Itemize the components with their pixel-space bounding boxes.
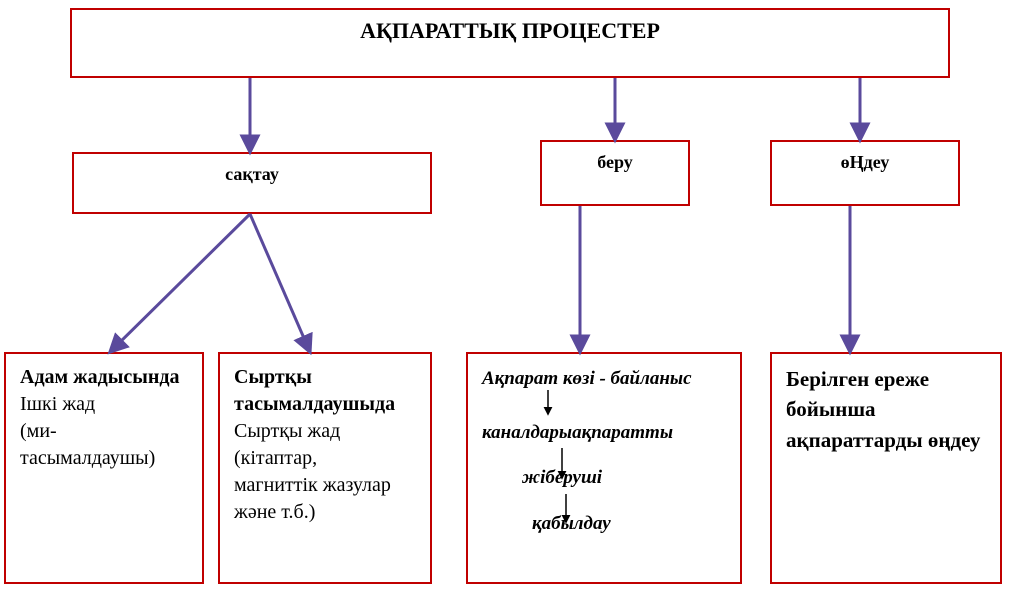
diagram-canvas: АҚПАРАТТЫҚ ПРОЦЕСТЕР сақтау беру өҢдеу А…: [0, 0, 1009, 590]
node-storage: сақтау: [72, 152, 432, 214]
storage-label: сақтау: [74, 154, 430, 185]
flow-line3: жіберуші: [482, 465, 754, 491]
leaf1-title: Адам жадысында: [20, 366, 180, 388]
leaf2-body: Сыртқы жад (кітаптар, магниттік жазулар …: [234, 420, 391, 523]
node-root: АҚПАРАТТЫҚ ПРОЦЕСТЕР: [70, 8, 950, 78]
transfer-label: беру: [542, 142, 688, 173]
node-processing: өҢдеу: [770, 140, 960, 206]
leaf2-title: Сыртқы тасымалдаушыда: [234, 366, 395, 415]
root-title: АҚПАРАТТЫҚ ПРОЦЕСТЕР: [72, 10, 948, 44]
leaf1-body: Ішкі жад (ми- тасымалдаушы): [20, 393, 155, 469]
node-human-memory: Адам жадысында Ішкі жад (ми- тасымалдауш…: [4, 352, 204, 584]
processing-label: өҢдеу: [772, 142, 958, 173]
node-transfer: беру: [540, 140, 690, 206]
node-external-carrier: Сыртқы тасымалдаушыда Сыртқы жад (кітапт…: [218, 352, 432, 584]
node-transfer-flow: Ақпарат көзі - байланыс каналдарыақпарат…: [466, 352, 742, 584]
leaf4-body: Берілген ереже бойынша ақпараттарды өңде…: [772, 354, 1000, 465]
node-processing-rule: Берілген ереже бойынша ақпараттарды өңде…: [770, 352, 1002, 584]
flow-line1: Ақпарат көзі - байланыс: [482, 366, 754, 392]
flow-line4: қабылдау: [482, 511, 754, 537]
flow-line2: каналдарыақпаратты: [482, 420, 754, 446]
